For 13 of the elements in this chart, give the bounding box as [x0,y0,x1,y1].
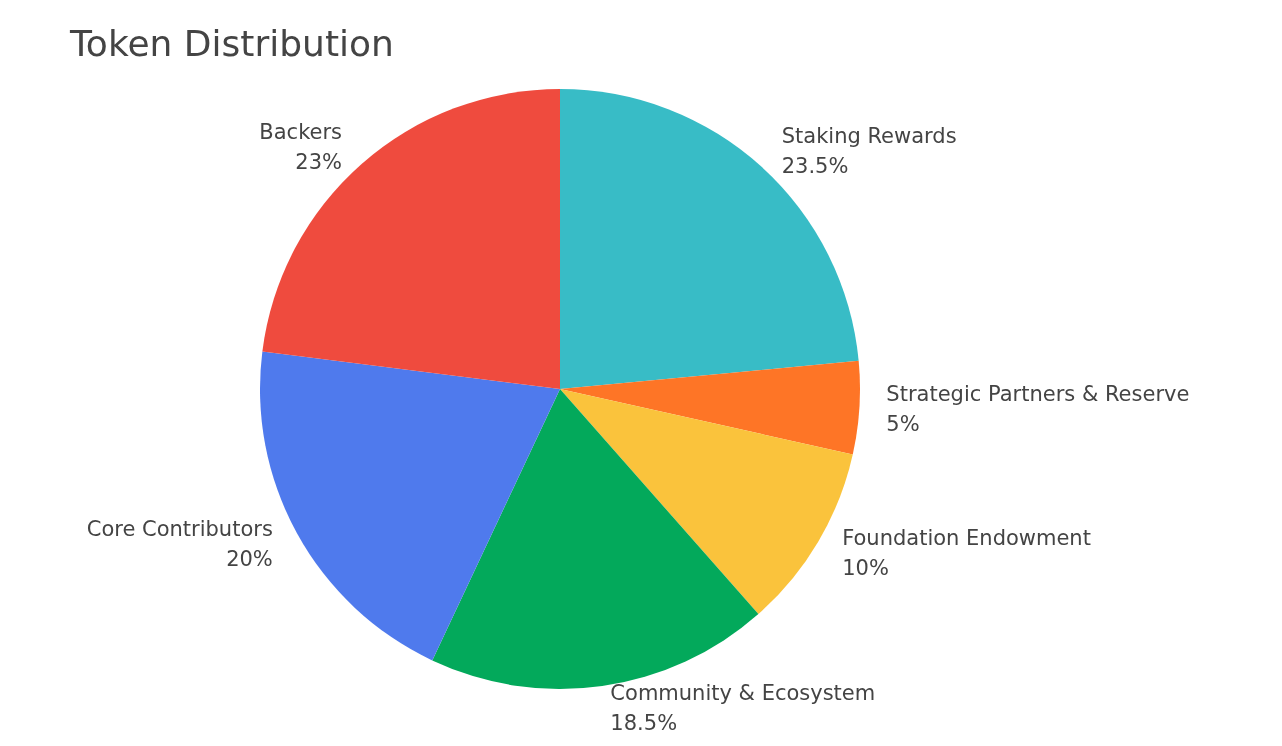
data-label: 23% [295,150,343,175]
slice-label: Core Contributors [86,517,273,542]
data-label: 18.5% [610,710,678,735]
data-label: 5% [886,412,920,437]
slice-label: Strategic Partners & Reserve [886,382,1190,407]
slice-label: Foundation Endowment [842,525,1091,550]
data-label: 20% [226,547,273,572]
data-label: 23.5% [781,153,849,178]
chart-title: Token Distribution [69,22,394,64]
slice-label: Staking Rewards [781,123,957,148]
slice-label: Backers [259,120,343,145]
slice-label: Community & Ecosystem [610,680,876,705]
data-label: 10% [842,555,889,580]
